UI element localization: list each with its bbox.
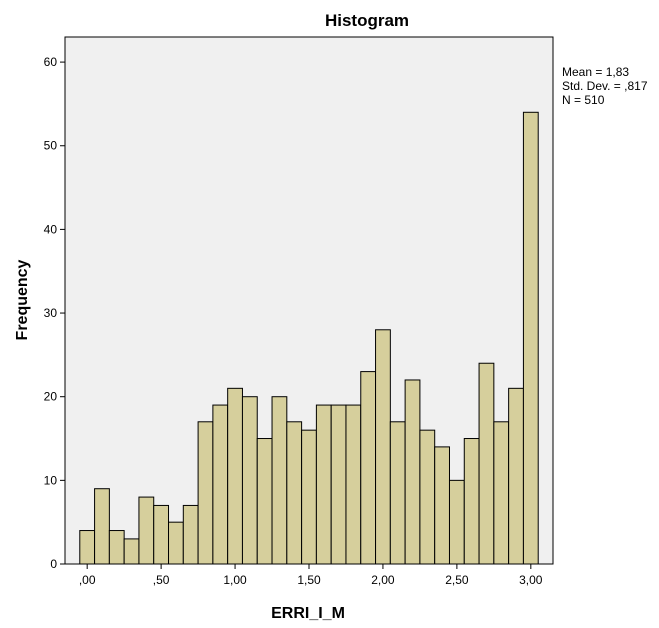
histogram-bar bbox=[286, 421, 303, 565]
histogram-bar bbox=[256, 438, 273, 565]
x-tick-label: 3,00 bbox=[519, 573, 543, 587]
x-tick-label: ,50 bbox=[153, 573, 170, 587]
x-tick-label: 2,00 bbox=[371, 573, 395, 587]
x-tick-label: 1,50 bbox=[297, 573, 321, 587]
histogram-bar bbox=[271, 396, 288, 565]
y-axis: 0 10 20 30 40 50 60 bbox=[44, 55, 65, 571]
x-tick-label: 2,50 bbox=[445, 573, 469, 587]
stat-n: N = 510 bbox=[562, 93, 605, 107]
histogram-bar bbox=[108, 530, 125, 565]
histogram-bar bbox=[375, 329, 391, 565]
x-tick-label: ,00 bbox=[79, 573, 96, 587]
y-tick-label: 0 bbox=[50, 557, 57, 571]
histogram-bar bbox=[508, 387, 524, 565]
x-axis: ,00 ,50 1,00 1,50 2,00 2,50 3,00 bbox=[79, 564, 543, 587]
histogram-bar bbox=[345, 404, 362, 565]
histogram-bar bbox=[182, 504, 199, 565]
plot-frame bbox=[64, 36, 554, 565]
y-tick-label: 40 bbox=[44, 222, 58, 236]
histogram-bar bbox=[404, 379, 421, 565]
histogram-bar bbox=[227, 387, 243, 565]
histogram-bar bbox=[478, 362, 495, 565]
y-tick-label: 10 bbox=[44, 473, 58, 487]
y-tick-label: 30 bbox=[44, 306, 58, 320]
histogram-bar bbox=[79, 530, 96, 565]
histogram-bar bbox=[168, 521, 184, 565]
histogram-bar bbox=[94, 488, 110, 565]
histogram-bar bbox=[389, 421, 406, 565]
histogram-bar bbox=[330, 404, 347, 565]
histogram-bar bbox=[463, 438, 480, 565]
y-tick-label: 50 bbox=[44, 139, 58, 153]
histogram-bar bbox=[301, 429, 317, 565]
histogram-bar bbox=[197, 421, 214, 565]
histogram-bar bbox=[138, 496, 155, 565]
bars-group bbox=[79, 111, 539, 565]
histogram-bar bbox=[448, 479, 465, 565]
stat-std-dev: Std. Dev. = ,817 bbox=[562, 79, 648, 93]
y-axis-title: Frequency bbox=[14, 259, 31, 340]
histogram-bar bbox=[241, 396, 258, 565]
histogram-bar bbox=[419, 429, 436, 565]
histogram-bar bbox=[153, 504, 170, 565]
histogram-bar bbox=[212, 404, 229, 565]
histogram-bar bbox=[315, 404, 332, 565]
stats-box: Mean = 1,83 Std. Dev. = ,817 N = 510 bbox=[562, 65, 648, 107]
chart-title: Histogram bbox=[325, 11, 409, 30]
histogram-bar bbox=[522, 111, 539, 565]
x-tick-label: 1,00 bbox=[223, 573, 247, 587]
stat-mean: Mean = 1,83 bbox=[562, 65, 629, 79]
histogram-bar bbox=[360, 371, 377, 565]
histogram-bar bbox=[493, 421, 510, 565]
histogram-bar bbox=[123, 538, 140, 565]
y-tick-label: 20 bbox=[44, 390, 58, 404]
histogram-bar bbox=[434, 446, 450, 565]
x-axis-title: ERRI_I_M bbox=[271, 605, 345, 622]
y-tick-label: 60 bbox=[44, 55, 58, 69]
